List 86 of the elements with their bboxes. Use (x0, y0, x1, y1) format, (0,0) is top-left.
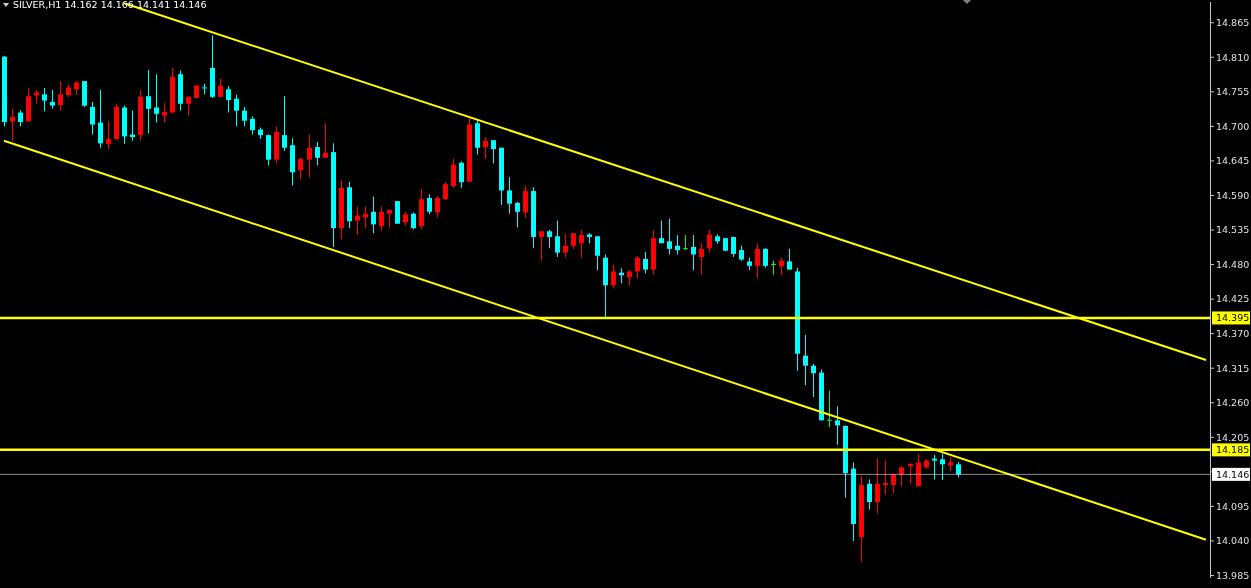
candlestick (427, 193, 432, 215)
candlestick (371, 196, 376, 234)
candlestick (827, 390, 832, 428)
candlestick (186, 95, 191, 117)
candlestick (875, 458, 880, 514)
y-tick-label: 14.370 (1216, 327, 1250, 339)
candlestick (611, 264, 616, 289)
candlestick (218, 78, 223, 98)
candlestick (643, 251, 648, 274)
candlestick (515, 201, 520, 228)
candlestick (451, 158, 456, 189)
candlestick (755, 242, 760, 279)
candlestick (106, 120, 111, 150)
candlestick (803, 334, 808, 386)
candlestick (507, 176, 512, 215)
candlestick (787, 248, 792, 271)
candlestick (683, 234, 688, 251)
candlestick (379, 206, 384, 232)
y-tick-label: 14.095 (1216, 500, 1250, 512)
candlestick (242, 106, 247, 127)
candlestick (282, 95, 287, 152)
ref-line-label: 14.185 (1216, 444, 1250, 456)
candlestick (675, 234, 680, 256)
candlestick (98, 89, 103, 149)
y-tick-label: 14.260 (1216, 397, 1250, 409)
candlestick (932, 454, 937, 480)
chart-title: SILVER,H1 14.162 14.166 14.141 14.146 (13, 0, 207, 10)
candlestick (154, 73, 159, 124)
y-tick-label: 14.865 (1216, 17, 1250, 29)
candlestick (763, 247, 768, 269)
candlestick (491, 139, 496, 164)
y-tick-label: 14.480 (1216, 258, 1250, 270)
candlestick (916, 453, 921, 487)
candlestick (555, 220, 560, 258)
y-tick-label: 14.205 (1216, 431, 1250, 443)
candlestick (315, 141, 320, 166)
y-tick-label: 14.315 (1216, 362, 1250, 374)
candlestick (58, 80, 63, 112)
candlestick (811, 363, 816, 398)
y-tick-label: 13.985 (1216, 569, 1250, 581)
candlestick (10, 108, 15, 142)
candlestick (579, 229, 584, 259)
candlestick (635, 255, 640, 279)
candlestick (234, 94, 239, 127)
candlestick (50, 89, 55, 110)
candlestick (146, 69, 151, 134)
candlestick (483, 136, 488, 160)
ref-line-label: 14.395 (1216, 312, 1250, 324)
candlestick (523, 184, 528, 218)
candlestick (883, 460, 888, 496)
candlestick (899, 465, 904, 487)
candlestick (355, 206, 360, 236)
candlestick (42, 87, 47, 112)
candlestick (867, 478, 872, 511)
candlestick (691, 234, 696, 271)
candlestick (699, 242, 704, 276)
y-tick-label: 14.755 (1216, 86, 1250, 98)
candlestick (539, 230, 544, 262)
candlestick (395, 200, 400, 225)
candlestick (443, 181, 448, 201)
candlestick (226, 85, 231, 114)
candlestick (547, 229, 552, 249)
candlestick (250, 115, 255, 136)
candlestick (940, 453, 945, 481)
candlestick (459, 161, 464, 189)
y-tick-label: 14.645 (1216, 155, 1250, 167)
y-tick-label: 14.425 (1216, 293, 1250, 305)
candlestick (771, 260, 776, 276)
candlestick (307, 134, 312, 178)
candlestick (891, 473, 896, 494)
candlestick (435, 195, 440, 218)
y-tick-label: 14.810 (1216, 51, 1250, 63)
candlestick (162, 102, 167, 124)
candlestick (90, 101, 95, 136)
y-tick-label: 14.040 (1216, 535, 1250, 547)
y-tick-label: 14.535 (1216, 224, 1250, 236)
candlestick (707, 229, 712, 254)
candlestick (563, 233, 568, 258)
candlestick (298, 157, 303, 180)
ref-line-label: 14.146 (1216, 468, 1250, 480)
candlestick (323, 122, 328, 159)
candlestick (667, 218, 672, 256)
y-tick-label: 14.700 (1216, 120, 1250, 132)
y-tick-label: 14.590 (1216, 189, 1250, 201)
candlestick (595, 235, 600, 271)
candlestick (835, 406, 840, 446)
